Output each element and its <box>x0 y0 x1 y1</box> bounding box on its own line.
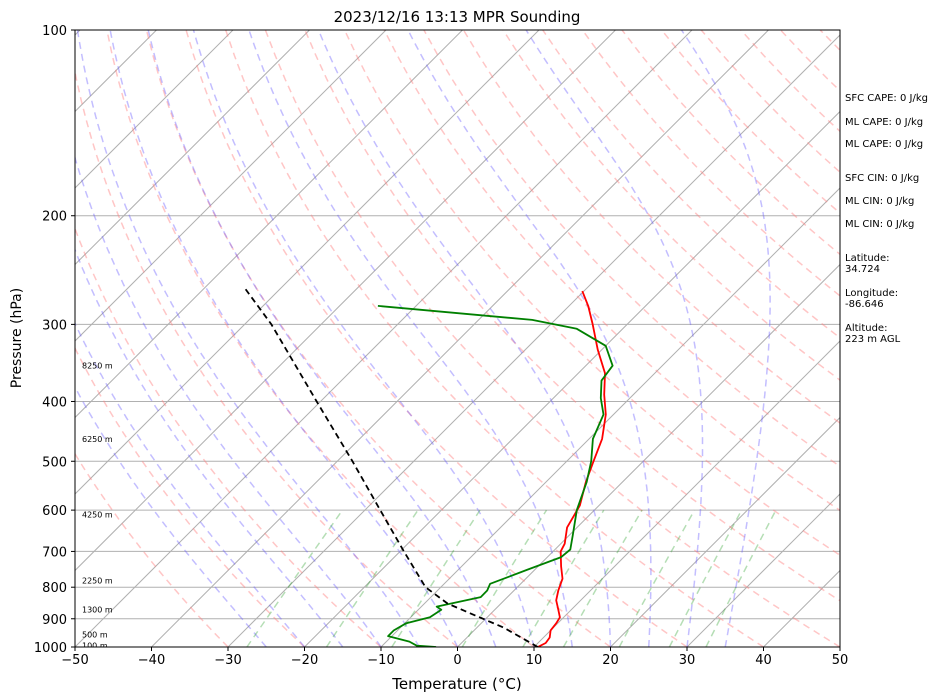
height-label: 1300 m <box>82 606 113 615</box>
plot-background <box>75 30 840 647</box>
y-tick-label: 100 <box>42 24 67 39</box>
ml-cape-label-1: ML CAPE: 0 J/kg <box>845 117 924 128</box>
longitude-label: Longitude: -86.646 <box>845 288 899 310</box>
moist-adiabat <box>75 154 382 647</box>
y-tick-label: 700 <box>42 545 67 560</box>
isotherm-line <box>75 30 310 266</box>
isotherm-line <box>75 30 693 647</box>
dry-adiabat <box>304 30 840 602</box>
isotherm-line <box>686 493 840 647</box>
series-line-1 <box>537 290 607 647</box>
ml-cape-label-2: ML CAPE: 0 J/kg <box>845 139 924 150</box>
isotherm-line <box>610 416 840 647</box>
y-axis-label: Pressure (hPa) <box>9 288 25 388</box>
chart-title: 2023/12/16 13:13 MPR Sounding <box>334 8 581 26</box>
isotherm-line <box>0 30 4 647</box>
y-tick-label: 500 <box>42 455 67 470</box>
height-label: 6250 m <box>82 435 113 444</box>
dry-adiabat <box>264 30 840 647</box>
isotherm-line <box>75 30 387 342</box>
x-tick-label: 20 <box>602 653 619 668</box>
dry-adiabat <box>75 68 458 647</box>
moist-adiabat <box>75 247 344 647</box>
moist-adiabat <box>75 321 306 647</box>
series-line-2 <box>377 305 614 647</box>
mixing-ratio-line <box>618 509 696 647</box>
x-tick-label: −10 <box>367 653 394 668</box>
ml-cin-label-2: ML CIN: 0 J/kg <box>845 219 915 230</box>
dry-adiabat <box>185 30 688 647</box>
height-label: 4250 m <box>82 511 113 520</box>
x-tick-label: 50 <box>832 653 849 668</box>
isotherm-line <box>304 110 840 647</box>
isotherm-line <box>75 30 463 419</box>
moist-adiabat <box>680 30 771 647</box>
dry-adiabat <box>939 30 947 647</box>
moist-adiabat <box>317 30 612 647</box>
x-tick-label: 40 <box>755 653 772 668</box>
y-tick-label: 900 <box>42 613 67 628</box>
isotherm-line <box>533 340 840 647</box>
x-tick-label: 30 <box>679 653 696 668</box>
height-label: 2250 m <box>82 576 113 585</box>
mixing-ratio-line <box>522 509 605 647</box>
dry-adiabat <box>462 30 840 424</box>
isotherm-line <box>151 30 769 647</box>
isotherm-line <box>457 263 840 647</box>
isotherm-line <box>75 30 234 189</box>
mixing-ratio-line <box>668 509 743 647</box>
dry-adiabat <box>75 346 306 647</box>
moist-adiabat <box>525 30 704 647</box>
sfc-cape-label: SFC CAPE: 0 J/kg <box>845 93 928 104</box>
moist-adiabat <box>407 30 652 647</box>
mixing-ratio-line <box>562 509 643 647</box>
y-tick-label: 600 <box>42 504 67 519</box>
height-label: 100 m <box>82 642 108 651</box>
dry-adiabat <box>145 30 611 647</box>
mixing-ratio-line <box>246 509 344 647</box>
isotherm-line <box>227 34 840 647</box>
dry-adiabat <box>502 30 840 382</box>
x-tick-label: −50 <box>61 653 88 668</box>
altitude-label: Altitude: 223 m AGL <box>845 323 901 345</box>
dry-adiabat <box>106 30 535 647</box>
mixing-ratio-line <box>705 509 777 647</box>
sfc-cin-label: SFC CIN: 0 J/kg <box>845 173 920 184</box>
y-tick-label: 1000 <box>34 641 67 656</box>
y-tick-label: 300 <box>42 318 67 333</box>
y-tick-label: 200 <box>42 210 67 225</box>
x-tick-label: −40 <box>138 653 165 668</box>
moist-adiabat <box>75 385 267 647</box>
dry-adiabat <box>224 30 764 647</box>
dry-adiabat <box>75 226 382 647</box>
ml-cin-label-1: ML CIN: 0 J/kg <box>845 196 915 207</box>
series-line-3 <box>244 288 539 647</box>
isotherm-line <box>75 30 616 572</box>
x-tick-label: 10 <box>526 653 543 668</box>
moist-adiabat <box>76 30 420 647</box>
latitude-label: Latitude: 34.724 <box>845 253 890 275</box>
x-tick-label: 0 <box>453 653 461 668</box>
height-label: 500 m <box>82 631 108 640</box>
dry-adiabat <box>343 30 840 557</box>
x-axis-label: Temperature (°C) <box>391 675 521 693</box>
moist-adiabat <box>248 30 574 647</box>
x-tick-label: −20 <box>291 653 318 668</box>
x-tick-label: −30 <box>214 653 241 668</box>
height-label: 8250 m <box>82 362 113 371</box>
isotherm-line <box>380 187 840 647</box>
moist-adiabat <box>147 30 497 647</box>
isotherm-line <box>75 30 540 495</box>
moist-adiabat <box>109 30 459 647</box>
y-tick-label: 800 <box>42 581 67 596</box>
y-tick-label: 400 <box>42 395 67 410</box>
dry-adiabat <box>75 452 229 647</box>
